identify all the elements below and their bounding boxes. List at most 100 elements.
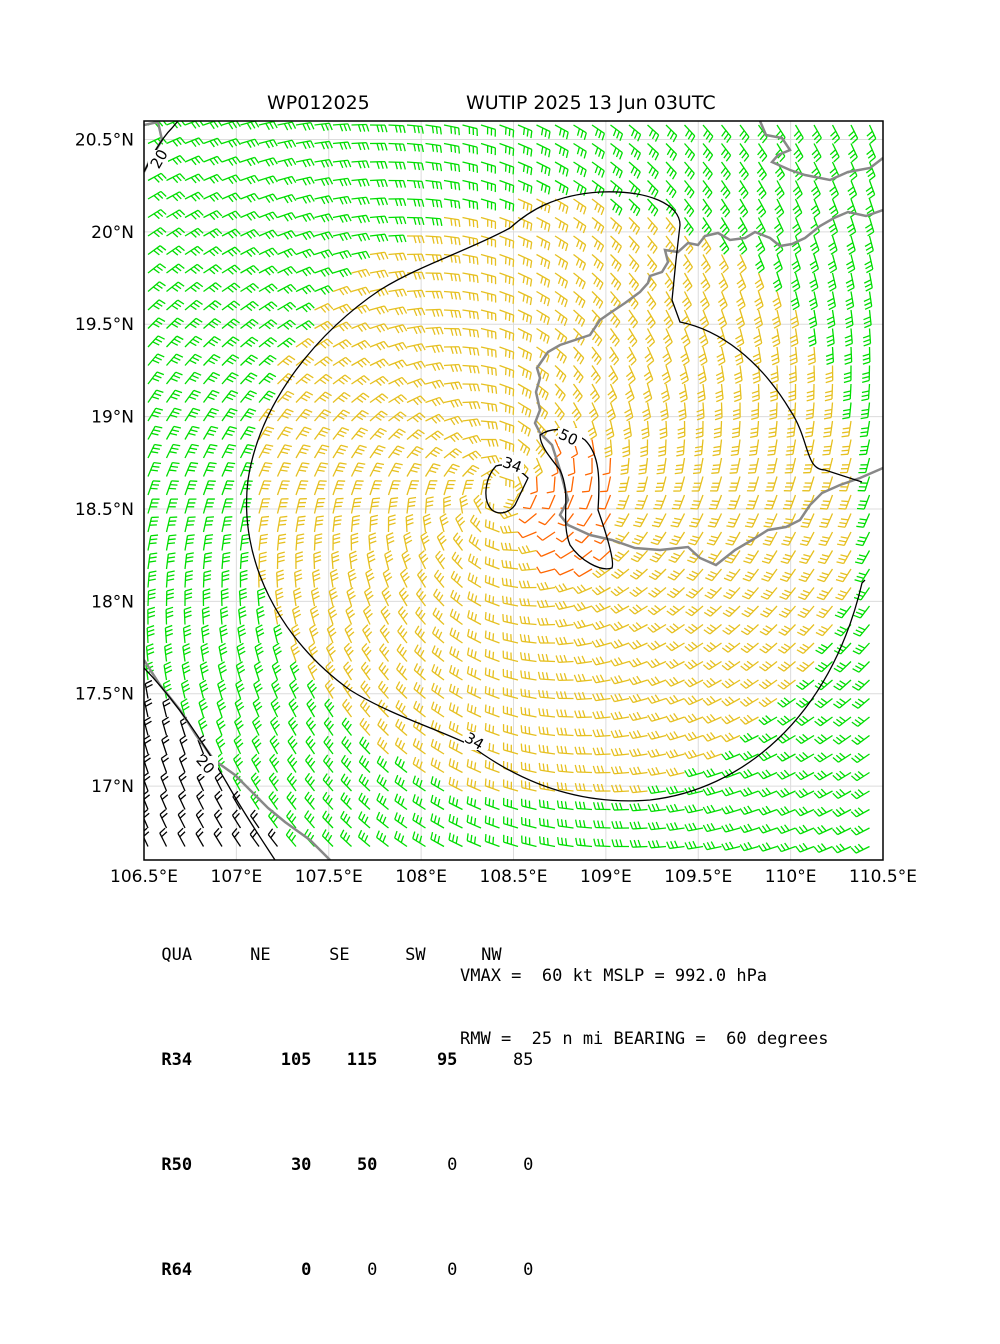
wind-barb [500, 125, 514, 137]
wind-barb [377, 812, 389, 828]
wind-barb [739, 199, 748, 217]
wind-barb [204, 499, 215, 513]
wind-barb [444, 449, 462, 458]
wind-barb [814, 825, 832, 834]
wind-barb [629, 273, 639, 291]
wind-barb [323, 792, 333, 809]
wind-barb [826, 347, 833, 364]
wind-barb [296, 249, 314, 258]
wind-barb [308, 662, 317, 680]
wind-barb [222, 463, 235, 477]
wind-barb [398, 625, 407, 643]
wind-barb [474, 495, 483, 513]
wind-barb [199, 699, 207, 717]
wind-barb [539, 763, 555, 773]
wind-barb [325, 680, 334, 698]
wind-barb [327, 643, 336, 661]
wind-barb [830, 144, 839, 162]
wind-barb [431, 776, 444, 791]
wind-barb [204, 229, 222, 238]
wind-barb [500, 421, 514, 433]
wind-barb [834, 662, 851, 672]
wind-barb [276, 588, 284, 606]
lat-tick-label: 17.5°N [75, 685, 134, 705]
wind-barb [387, 533, 395, 551]
wind-barb [853, 662, 870, 673]
wind-barb [521, 707, 536, 717]
wind-barb [315, 214, 333, 222]
wind-barb [666, 659, 684, 668]
wind-barb [758, 144, 767, 162]
wind-barb [796, 789, 814, 798]
wind-barb [666, 750, 684, 758]
figure: WP012025 WUTIP 2025 13 Jun 03UTC [0, 0, 1000, 1000]
wind-barb [407, 463, 421, 476]
wind-barb [538, 672, 555, 680]
wind-barb [333, 322, 351, 331]
wind-barb [241, 409, 257, 421]
wind-barb [629, 730, 647, 738]
wind-barb [270, 736, 279, 754]
wind-barb [407, 497, 416, 513]
wind-barb [755, 273, 764, 291]
wind-barb [315, 534, 323, 551]
wind-barb [774, 255, 783, 273]
wind-barb [315, 516, 324, 532]
wind-barb [468, 629, 481, 643]
wind-barb [296, 267, 314, 276]
wind-barb [288, 754, 297, 772]
wind-barb [759, 716, 777, 725]
wind-barb [817, 569, 832, 582]
wind-barb [666, 695, 684, 704]
wind-barb [648, 199, 658, 216]
wind-barb [204, 481, 216, 495]
wind-barb [611, 604, 629, 613]
wind-barb [537, 236, 550, 250]
wind-barb [866, 181, 875, 199]
wind-barb [389, 325, 407, 333]
wind-barb [577, 514, 592, 527]
wind-barb [407, 481, 419, 495]
wind-barb [463, 480, 474, 495]
wind-barb [432, 683, 444, 699]
wind-barb [481, 199, 495, 211]
wind-barb [333, 124, 350, 131]
wind-barb [805, 421, 814, 437]
wind-barb [222, 265, 240, 274]
wind-barb [620, 458, 629, 474]
wind-barb [685, 162, 695, 179]
wind-barb [555, 162, 568, 176]
wind-barb [796, 843, 814, 852]
wind-barb [810, 273, 818, 291]
wind-barb [518, 440, 530, 456]
wind-barb [278, 356, 295, 366]
wind-barb [500, 384, 514, 396]
wind-barb [740, 842, 758, 850]
wind-barb [289, 717, 298, 735]
wind-barb [407, 361, 425, 369]
r64-ne: 0 [265, 1260, 311, 1281]
wind-barb [256, 625, 264, 643]
wind-barb [287, 773, 296, 791]
wind-barb [777, 752, 795, 761]
wind-barb [838, 495, 851, 509]
wind-barb [537, 125, 551, 139]
wind-barb [204, 463, 217, 477]
wind-barb [648, 677, 666, 686]
wind-barb [859, 440, 869, 455]
wind-barb [820, 495, 833, 509]
wind-barb [685, 678, 703, 687]
wind-barb [518, 292, 532, 306]
wind-barb [294, 588, 302, 606]
wind-barb [518, 421, 530, 436]
wind-barb [296, 231, 314, 240]
wind-barb [402, 551, 411, 569]
wind-barb [708, 514, 722, 528]
wind-barb [167, 300, 184, 310]
wind-barb [296, 534, 304, 550]
wind-barb [397, 644, 407, 661]
wind-barb [352, 498, 362, 513]
wind-barb [485, 668, 499, 680]
wind-barb [269, 773, 278, 791]
wind-barb [814, 789, 832, 798]
